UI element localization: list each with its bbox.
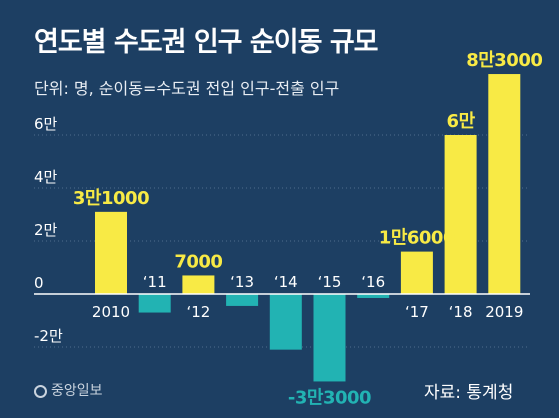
bar [313, 294, 346, 382]
y-tick-label: 4만 [34, 168, 58, 186]
chart-subtitle: 단위: 명, 순이동=수도권 전입 인구-전출 인구 [34, 79, 340, 98]
bar [488, 74, 521, 294]
data-label: 1만6000 [379, 228, 455, 249]
publisher-name: 중앙일보 [51, 383, 103, 399]
y-tick-label: 0 [34, 274, 44, 292]
bar [357, 294, 390, 298]
y-tick-label: 6만 [34, 115, 58, 133]
x-tick-label: 2010 [92, 303, 130, 321]
bar [138, 294, 171, 313]
x-tick-label: ‘13 [230, 273, 254, 291]
x-tick-label: ‘15 [318, 273, 342, 291]
publisher-credit: 중앙일보 [34, 380, 103, 400]
data-label: 3만1000 [73, 188, 149, 209]
data-label: 8만3000 [466, 50, 542, 71]
data-label: 6만 [447, 111, 476, 132]
y-tick-label: -2만 [34, 327, 63, 345]
data-label: 7000 [174, 251, 222, 272]
bar [269, 294, 302, 350]
x-tick-label: ‘16 [361, 273, 385, 291]
chart-title: 연도별 수도권 인구 순이동 규모 [34, 27, 379, 58]
bar [400, 251, 433, 294]
bar [95, 211, 127, 294]
publisher-logo-icon [34, 385, 47, 398]
bar [226, 294, 259, 306]
bar [182, 275, 215, 294]
y-tick-label: 2만 [34, 221, 58, 239]
x-tick-label: ‘12 [186, 303, 210, 321]
x-tick-label: 2019 [485, 303, 523, 321]
source-note: 자료: 통계청 [424, 383, 514, 403]
x-tick-label: ‘14 [274, 273, 298, 291]
data-label: -3만3000 [288, 387, 371, 408]
x-tick-label: ‘18 [449, 303, 473, 321]
x-tick-label: ‘17 [405, 303, 429, 321]
bar [444, 135, 477, 294]
x-tick-label: ‘11 [143, 273, 167, 291]
